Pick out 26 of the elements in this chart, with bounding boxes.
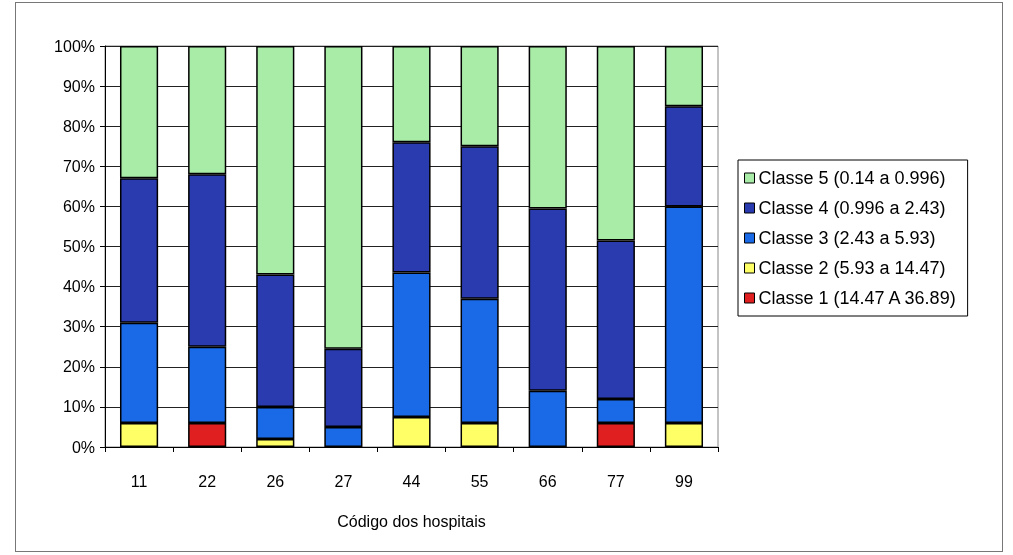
y-tick-label: 80% — [62, 117, 95, 135]
x-tick-label: 99 — [675, 472, 693, 490]
x-tick-label: 11 — [130, 472, 148, 490]
y-tick-label: 10% — [62, 398, 95, 416]
x-tick-label: 27 — [334, 472, 353, 490]
y-tick-label: 60% — [62, 197, 95, 215]
y-tick-label: 40% — [62, 278, 95, 296]
legend-label: Classe 5 (0.14 a 0.996) — [758, 168, 946, 188]
legend-label: Classe 1 (14.47 A 36.89) — [758, 288, 956, 308]
y-tick-label: 50% — [62, 238, 95, 255]
y-tick-label: 70% — [62, 157, 95, 175]
y-tick-label: 100% — [54, 37, 95, 55]
y-tick-label: 30% — [62, 318, 95, 336]
x-tick-label: 44 — [402, 472, 421, 490]
y-tick-label: 90% — [62, 77, 95, 95]
x-tick-label: 26 — [266, 472, 285, 490]
x-tick-label: 77 — [606, 472, 625, 490]
legend-label: Classe 2 (5.93 a 14.47) — [758, 258, 946, 278]
x-axis-title: Código dos hospitais — [337, 512, 486, 530]
legend-label: Classe 4 (0.996 a 2.43) — [758, 198, 946, 218]
x-tick-label: 55 — [470, 472, 489, 490]
y-tick-label: 20% — [62, 358, 95, 376]
x-tick-label: 22 — [198, 472, 217, 490]
x-tick-label: 66 — [538, 472, 557, 490]
legend-label: Classe 3 (2.43 a 5.93) — [758, 228, 936, 248]
y-tick-label: 0% — [71, 438, 95, 456]
